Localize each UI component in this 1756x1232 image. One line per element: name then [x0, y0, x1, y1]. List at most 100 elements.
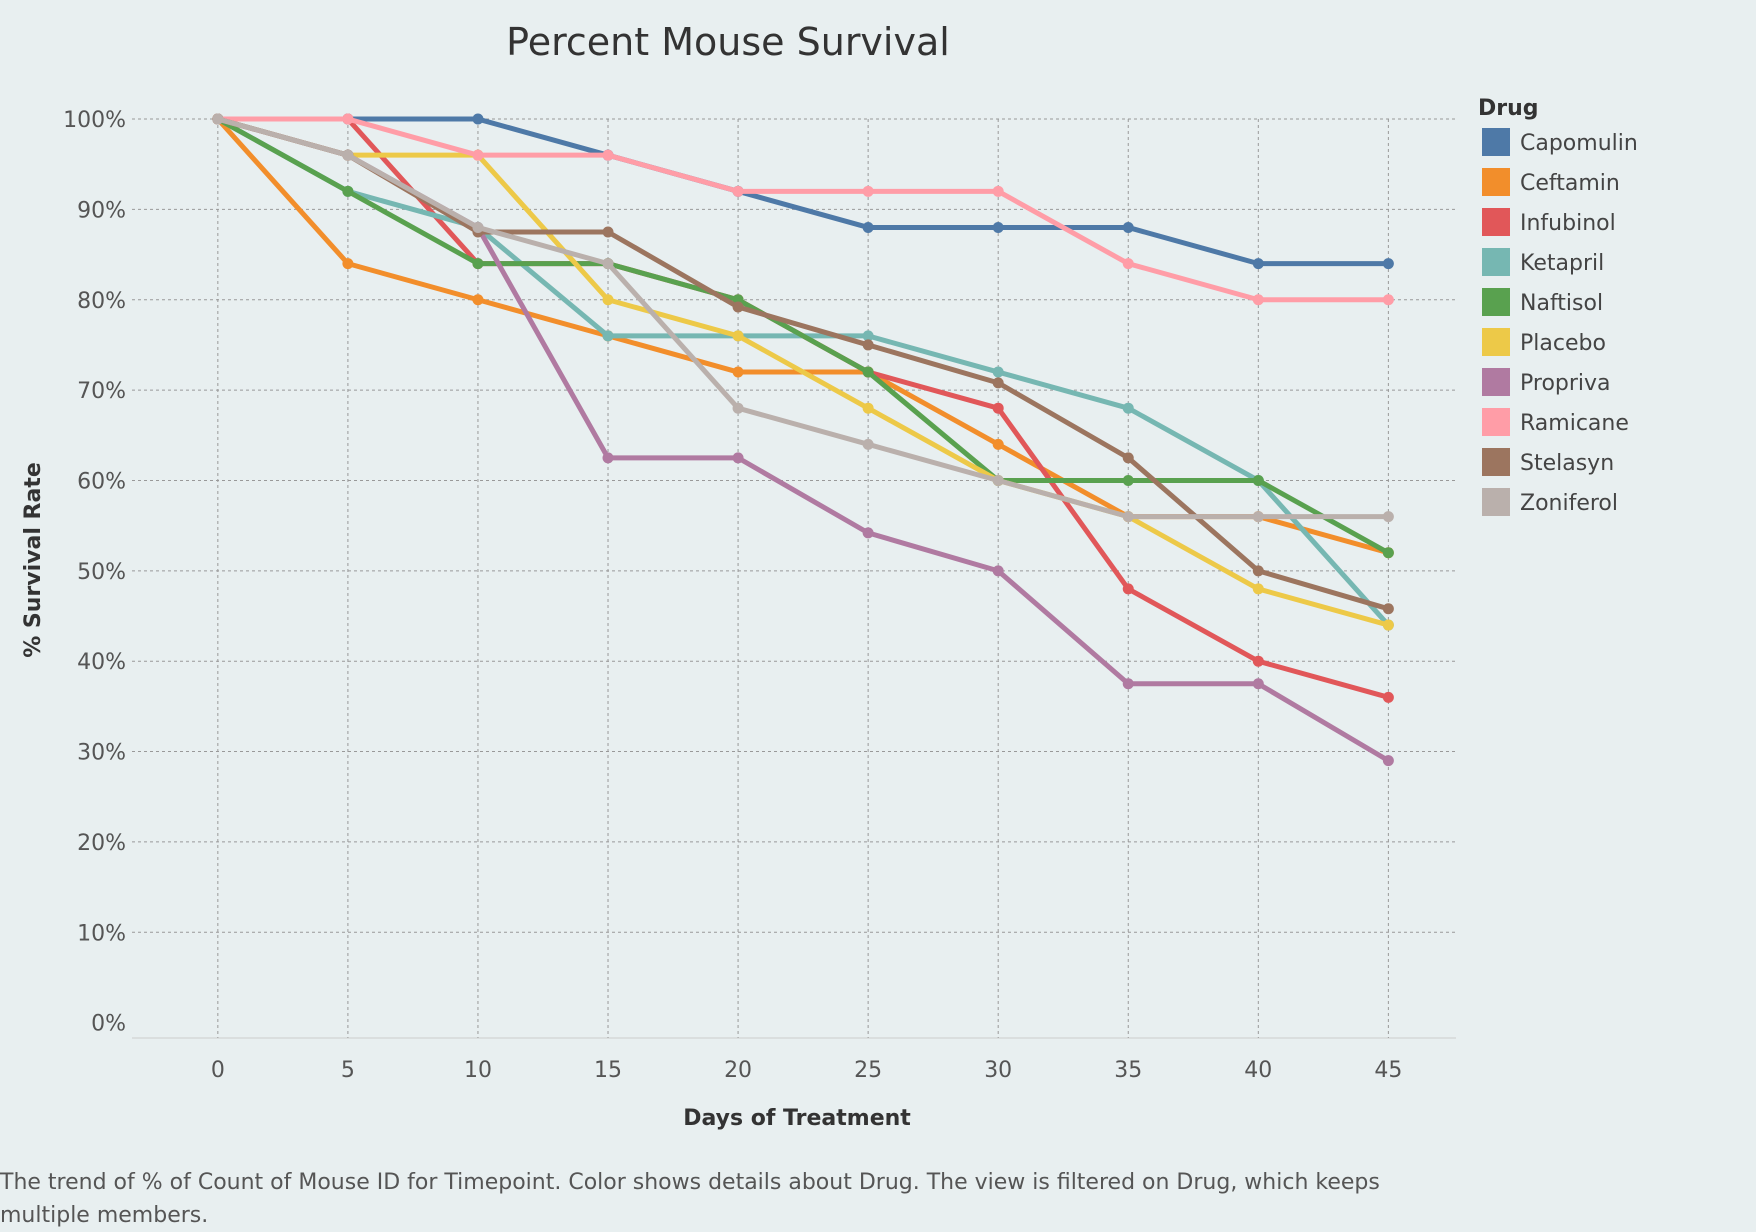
data-point-ketapril: [862, 330, 874, 342]
legend-label: Ketapril: [1520, 251, 1604, 276]
y-tick-label: 40%: [77, 650, 126, 675]
x-tick-label: 20: [724, 1058, 752, 1083]
data-point-capomulin: [1252, 258, 1264, 270]
data-point-zoniferol: [212, 113, 224, 125]
y-tick-label: 10%: [77, 921, 126, 946]
data-point-capomulin: [1122, 221, 1134, 233]
data-point-propriva: [992, 565, 1004, 577]
data-point-ramicane: [862, 185, 874, 197]
data-point-placebo: [1382, 619, 1394, 631]
legend-swatch: [1482, 368, 1510, 396]
legend-swatch: [1482, 328, 1510, 356]
data-point-zoniferol: [1252, 511, 1264, 523]
data-point-ramicane: [342, 113, 354, 125]
data-point-zoniferol: [1122, 511, 1134, 523]
data-point-infubinol: [992, 402, 1004, 414]
y-tick-label: 60%: [77, 469, 126, 494]
data-point-placebo: [602, 294, 614, 306]
x-tick-label: 10: [464, 1058, 492, 1083]
data-point-naftisol: [472, 258, 484, 270]
legend-swatch: [1482, 128, 1510, 156]
data-point-naftisol: [1382, 547, 1394, 559]
data-point-ramicane: [1382, 294, 1394, 306]
legend-swatch: [1482, 288, 1510, 316]
legend-item-stelasyn: Stelasyn: [1482, 448, 1614, 476]
data-point-stelasyn: [992, 377, 1004, 389]
data-point-infubinol: [1122, 583, 1134, 595]
data-point-capomulin: [472, 113, 484, 125]
legend-swatch: [1482, 208, 1510, 236]
data-point-ceftamin: [342, 258, 354, 270]
data-point-infubinol: [1382, 691, 1394, 703]
data-point-naftisol: [1252, 474, 1264, 486]
y-tick-label: 20%: [77, 831, 126, 856]
data-point-zoniferol: [862, 438, 874, 450]
y-tick-label: 30%: [77, 741, 126, 766]
series-ramicane: [212, 113, 1394, 306]
data-point-propriva: [732, 452, 744, 464]
data-point-naftisol: [862, 366, 874, 378]
x-tick-label: 0: [211, 1058, 225, 1083]
data-point-zoniferol: [732, 402, 744, 414]
data-point-zoniferol: [992, 474, 1004, 486]
legend-item-ceftamin: Ceftamin: [1482, 168, 1620, 196]
legend-label: Ceftamin: [1520, 171, 1620, 196]
data-point-ketapril: [602, 330, 614, 342]
data-point-stelasyn: [602, 226, 614, 238]
data-point-zoniferol: [472, 221, 484, 233]
legend-label: Propriva: [1520, 371, 1611, 396]
y-tick-label: 0%: [91, 1012, 126, 1037]
data-point-stelasyn: [1122, 452, 1134, 464]
legend-item-zoniferol: Zoniferol: [1482, 488, 1618, 516]
legend-item-ramicane: Ramicane: [1482, 408, 1629, 436]
data-point-ramicane: [1252, 294, 1264, 306]
legend-swatch: [1482, 248, 1510, 276]
y-tick-label: 100%: [63, 108, 126, 133]
x-tick-label: 35: [1114, 1058, 1142, 1083]
data-point-placebo: [1252, 583, 1264, 595]
legend-item-naftisol: Naftisol: [1482, 288, 1603, 316]
data-point-ceftamin: [992, 438, 1004, 450]
x-tick-label: 30: [984, 1058, 1012, 1083]
series-line-capomulin: [215, 116, 1391, 267]
data-point-ramicane: [602, 149, 614, 161]
data-point-ceftamin: [472, 294, 484, 306]
data-point-zoniferol: [1382, 511, 1394, 523]
data-point-stelasyn: [1252, 565, 1264, 577]
data-point-zoniferol: [602, 258, 614, 270]
legend-item-ketapril: Ketapril: [1482, 248, 1604, 276]
data-point-propriva: [862, 527, 874, 539]
y-tick-label: 50%: [77, 560, 126, 585]
series-zoniferol: [212, 113, 1394, 523]
series-line-ramicane: [215, 116, 1391, 303]
legend-title: Drug: [1478, 96, 1539, 121]
legend-item-capomulin: Capomulin: [1482, 128, 1638, 156]
x-tick-label: 40: [1244, 1058, 1272, 1083]
data-point-propriva: [602, 452, 614, 464]
legend-swatch: [1482, 168, 1510, 196]
x-axis-tick-labels: 0 5 10 15 20 25 30 35 40 45: [211, 1058, 1403, 1083]
legend-label: Capomulin: [1520, 131, 1638, 156]
data-point-naftisol: [342, 185, 354, 197]
data-point-ramicane: [1122, 258, 1134, 270]
data-point-placebo: [862, 402, 874, 414]
legend-label: Zoniferol: [1520, 491, 1618, 516]
data-point-ramicane: [472, 149, 484, 161]
data-point-ramicane: [992, 185, 1004, 197]
x-axis-title: Days of Treatment: [683, 1106, 911, 1131]
data-point-capomulin: [992, 221, 1004, 233]
data-point-propriva: [1122, 678, 1134, 690]
legend-item-propriva: Propriva: [1482, 368, 1611, 396]
legend-swatch: [1482, 408, 1510, 436]
data-point-propriva: [1252, 678, 1264, 690]
legend-item-placebo: Placebo: [1482, 328, 1606, 356]
legend: Capomulin Ceftamin Infubinol Ketapril Naftis…: [1482, 128, 1638, 516]
x-tick-label: 45: [1374, 1058, 1402, 1083]
legend-label: Placebo: [1520, 331, 1606, 356]
y-tick-label: 80%: [77, 289, 126, 314]
series-line-placebo: [215, 116, 1391, 628]
data-point-ketapril: [1122, 402, 1134, 414]
data-point-infubinol: [1252, 655, 1264, 667]
data-point-placebo: [732, 330, 744, 342]
